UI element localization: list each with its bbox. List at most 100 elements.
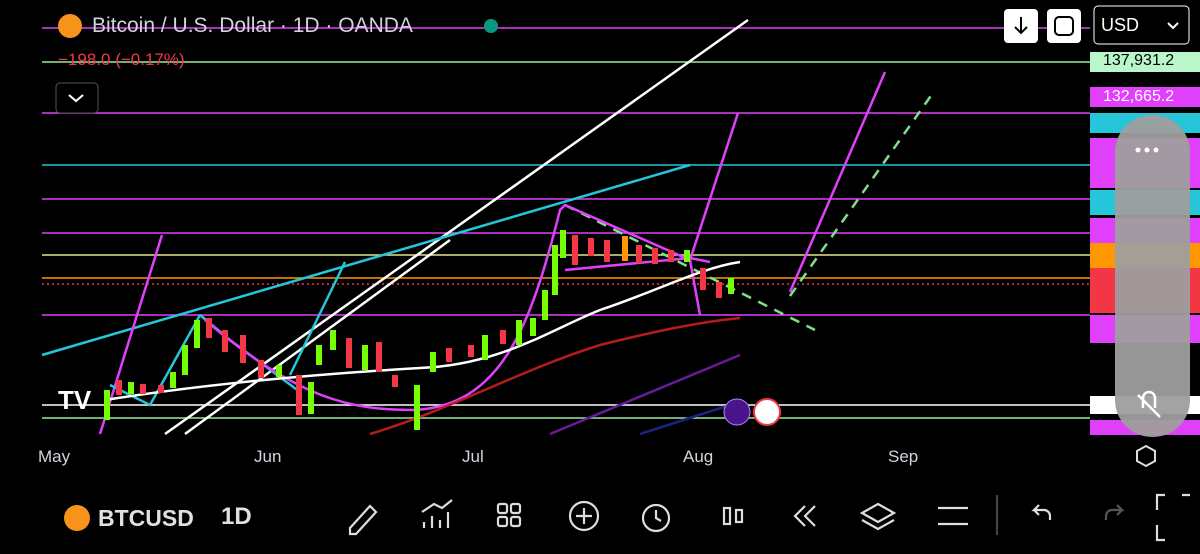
icon <box>734 508 744 524</box>
candle <box>158 385 164 393</box>
cup-pattern <box>204 203 702 412</box>
trend-line <box>98 234 164 435</box>
candle <box>140 384 146 394</box>
time-label: Jul <box>462 447 484 466</box>
candle <box>446 348 452 362</box>
candle <box>716 282 722 298</box>
candle <box>636 245 642 263</box>
moving-average <box>549 353 741 436</box>
logo: TV <box>58 385 92 415</box>
candle <box>430 352 436 372</box>
candle <box>170 372 176 388</box>
candle <box>376 342 382 372</box>
candle <box>542 290 548 320</box>
candle <box>560 230 566 258</box>
symbol-icon <box>58 14 82 38</box>
collapse-button[interactable] <box>55 82 99 114</box>
currency[interactable]: USD <box>1101 15 1140 35</box>
candle <box>316 345 322 365</box>
replay-tool[interactable] <box>793 505 816 527</box>
candle <box>362 345 368 370</box>
alert-tool[interactable] <box>641 503 671 533</box>
toolbar <box>42 470 1200 554</box>
interval[interactable]: 1D <box>221 503 252 530</box>
icon <box>576 508 592 524</box>
candle <box>482 335 488 360</box>
icon <box>1153 147 1159 153</box>
indicators-tool[interactable] <box>421 499 453 528</box>
candle <box>182 345 188 375</box>
candle <box>206 318 212 338</box>
candle <box>414 385 420 430</box>
candle-tool[interactable] <box>722 506 732 526</box>
candle <box>104 390 110 420</box>
trend-line <box>788 71 887 293</box>
candle <box>392 375 398 387</box>
event-icon[interactable] <box>753 398 781 426</box>
icon <box>1014 17 1028 35</box>
chart-title: Bitcoin / U.S. Dollar · 1D · OANDA <box>92 14 413 37</box>
fullscreen-tool[interactable] <box>1155 493 1190 542</box>
trend-line <box>41 163 691 357</box>
candle <box>604 240 610 262</box>
undo-tool[interactable] <box>1031 504 1052 520</box>
price-label: 132,665.2 <box>1103 88 1175 105</box>
icon <box>654 510 662 522</box>
symbol[interactable]: BTCUSD <box>98 505 194 531</box>
icon <box>1054 16 1074 36</box>
draw-tool[interactable] <box>348 504 378 536</box>
candle <box>728 278 734 294</box>
currency-select[interactable] <box>1093 5 1190 45</box>
event-icon[interactable] <box>723 398 751 426</box>
candle <box>572 235 578 265</box>
market-status <box>484 19 498 33</box>
icon <box>496 515 509 528</box>
candle <box>668 250 674 262</box>
trend-line <box>788 89 937 297</box>
layout-tool[interactable] <box>496 502 509 515</box>
candle <box>622 236 628 261</box>
candle <box>700 268 706 290</box>
candle <box>652 248 658 264</box>
candle <box>684 250 690 262</box>
price-label-box <box>1090 87 1200 107</box>
price-label: 137,931.2 <box>1103 52 1175 69</box>
add-tool[interactable] <box>568 500 600 532</box>
time-label: May <box>38 447 71 466</box>
candle <box>588 238 594 256</box>
candle <box>222 330 228 352</box>
settings-icon[interactable] <box>1136 444 1156 468</box>
candle <box>276 365 282 377</box>
candle <box>116 380 122 395</box>
candle <box>128 382 134 394</box>
trend-line <box>184 238 451 436</box>
toolbar-icons <box>348 493 1190 542</box>
price-change: −198.0 (−0.17%) <box>58 50 185 69</box>
icon <box>1135 147 1141 153</box>
candle <box>530 318 536 336</box>
symbol-icon <box>64 505 90 531</box>
settings-tool[interactable] <box>938 506 968 526</box>
icon <box>1144 147 1150 153</box>
chart-area <box>42 0 1090 440</box>
mute-icon[interactable] <box>1137 390 1161 418</box>
icon <box>509 515 522 528</box>
candle <box>552 245 558 295</box>
trend-line <box>688 112 740 261</box>
candles <box>104 230 734 430</box>
floating-panel[interactable] <box>1115 115 1190 437</box>
icon <box>68 94 84 103</box>
candle <box>296 375 302 415</box>
candle <box>468 345 474 357</box>
candle <box>330 330 336 350</box>
candle <box>308 382 314 414</box>
fullscreen-button[interactable] <box>1047 9 1081 43</box>
icon <box>509 502 522 515</box>
time-label: Sep <box>888 447 919 466</box>
redo-tool[interactable] <box>1104 504 1125 520</box>
candle <box>240 335 246 363</box>
candle <box>500 330 506 344</box>
layers-tool[interactable] <box>859 502 897 531</box>
